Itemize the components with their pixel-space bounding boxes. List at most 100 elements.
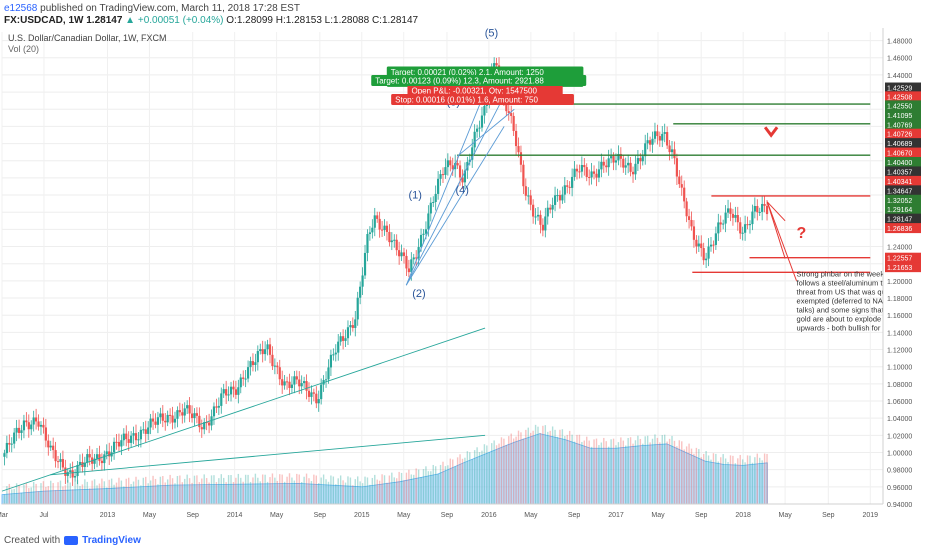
- volume-bar: [500, 437, 503, 504]
- candle-body: [678, 176, 681, 185]
- candle-body: [290, 384, 294, 388]
- candle-body: [229, 386, 233, 395]
- candle-body: [295, 376, 298, 380]
- volume-bar: [685, 446, 688, 504]
- volume-bar: [493, 440, 495, 504]
- candle-body: [56, 461, 60, 463]
- annotation-line: threat from US that was quickly: [797, 288, 901, 297]
- trendline: [1, 327, 486, 492]
- candle-body: [454, 163, 457, 170]
- volume-bar: [159, 476, 162, 504]
- price-tick-label: 1.06000: [887, 399, 912, 406]
- candle-body: [324, 379, 328, 381]
- price-badge: [885, 109, 921, 120]
- candle-body: [578, 171, 581, 173]
- volume-bar: [434, 466, 437, 504]
- volume-bar: [515, 436, 517, 504]
- volume-bar: [210, 475, 213, 504]
- volume-bar: [408, 469, 410, 504]
- volume-bar: [79, 485, 81, 504]
- chart-area[interactable]: ?(5)(3)(1)(4)(2)Target: 0.00021 (0.02%) …: [0, 27, 932, 532]
- volume-bar: [320, 477, 322, 504]
- tradingview-link[interactable]: TradingView: [82, 535, 141, 546]
- publisher-link[interactable]: e12568: [4, 3, 38, 14]
- candle-body: [753, 205, 756, 212]
- annotation-line: exempted (deferred to NAFTA: [797, 297, 897, 306]
- candle-body: [714, 233, 717, 245]
- volume-bar: [620, 437, 622, 504]
- volume-bar: [627, 437, 629, 504]
- volume-bar: [437, 473, 439, 504]
- volume-bar: [617, 442, 620, 504]
- volume-bar: [96, 485, 98, 504]
- candle-body: [558, 195, 562, 201]
- candle-body: [127, 439, 130, 443]
- volume-bar: [737, 458, 739, 504]
- candle-body: [200, 427, 203, 430]
- volume-bar: [147, 483, 149, 504]
- candle-body: [566, 185, 569, 187]
- volume-bar: [174, 483, 176, 504]
- candle-body: [217, 405, 220, 408]
- candle-body: [707, 246, 710, 259]
- candle-body: [234, 389, 237, 395]
- candle-body: [271, 354, 274, 367]
- volume-bar: [544, 425, 547, 504]
- position-label-box: [371, 75, 587, 87]
- candle-body: [597, 169, 601, 178]
- candle-body: [315, 393, 318, 404]
- volume-bar: [632, 443, 634, 504]
- volume-bar: [417, 469, 420, 504]
- candle-body: [675, 158, 678, 177]
- volume-bar: [766, 453, 768, 504]
- wave-label: (1): [408, 189, 421, 201]
- volume-bar: [559, 429, 561, 504]
- time-tick-label: May: [270, 512, 284, 519]
- candle-body: [130, 435, 133, 443]
- chart-svg[interactable]: ?(5)(3)(1)(4)(2)Target: 0.00021 (0.02%) …: [0, 27, 932, 532]
- candle-body: [656, 131, 659, 137]
- volume-bar: [327, 481, 330, 504]
- volume-bar: [286, 476, 288, 504]
- volume-bar: [413, 474, 415, 504]
- time-tick-label: Jul: [39, 512, 48, 519]
- candle-body: [310, 392, 313, 397]
- price-badge: [885, 223, 921, 234]
- candle-body: [166, 414, 169, 423]
- candle-body: [268, 344, 272, 355]
- volume-bar: [659, 442, 661, 504]
- volume-bar: [223, 477, 225, 504]
- volume-bar: [588, 440, 590, 504]
- volume-bar: [71, 489, 74, 504]
- volume-bar: [132, 481, 135, 504]
- candle-body: [668, 145, 671, 153]
- candle-body: [722, 223, 725, 225]
- candle-body: [685, 201, 688, 217]
- volume-bar: [32, 481, 35, 504]
- volume-bar: [330, 475, 332, 504]
- volume-bar: [276, 480, 279, 504]
- candle-body: [371, 227, 374, 233]
- volume-bar: [512, 438, 515, 504]
- volume-bar: [598, 445, 600, 504]
- volume-bar: [693, 453, 695, 504]
- candle-body: [327, 367, 330, 380]
- volume-pane: [1, 424, 768, 505]
- volume-bar: [3, 494, 6, 504]
- volume-bar: [607, 446, 610, 504]
- candle-body: [400, 252, 403, 257]
- volume-bar: [332, 476, 335, 504]
- volume-bar: [62, 486, 64, 504]
- volume-bar: [710, 459, 712, 504]
- candle-body: [37, 421, 40, 427]
- annotation-line: follows a steel/aluminum tariff: [797, 279, 896, 288]
- volume-bar: [76, 479, 79, 504]
- volume-bar: [724, 458, 727, 504]
- volume-bar: [678, 440, 681, 504]
- price-badge: [885, 194, 921, 205]
- time-axis[interactable]: Mar Jul 2013 May Sep 2014 May Sep 2015 May Sep 2016…: [0, 503, 883, 519]
- candle-body: [5, 442, 8, 454]
- volume-bar: [184, 478, 186, 504]
- candle-body: [169, 414, 172, 416]
